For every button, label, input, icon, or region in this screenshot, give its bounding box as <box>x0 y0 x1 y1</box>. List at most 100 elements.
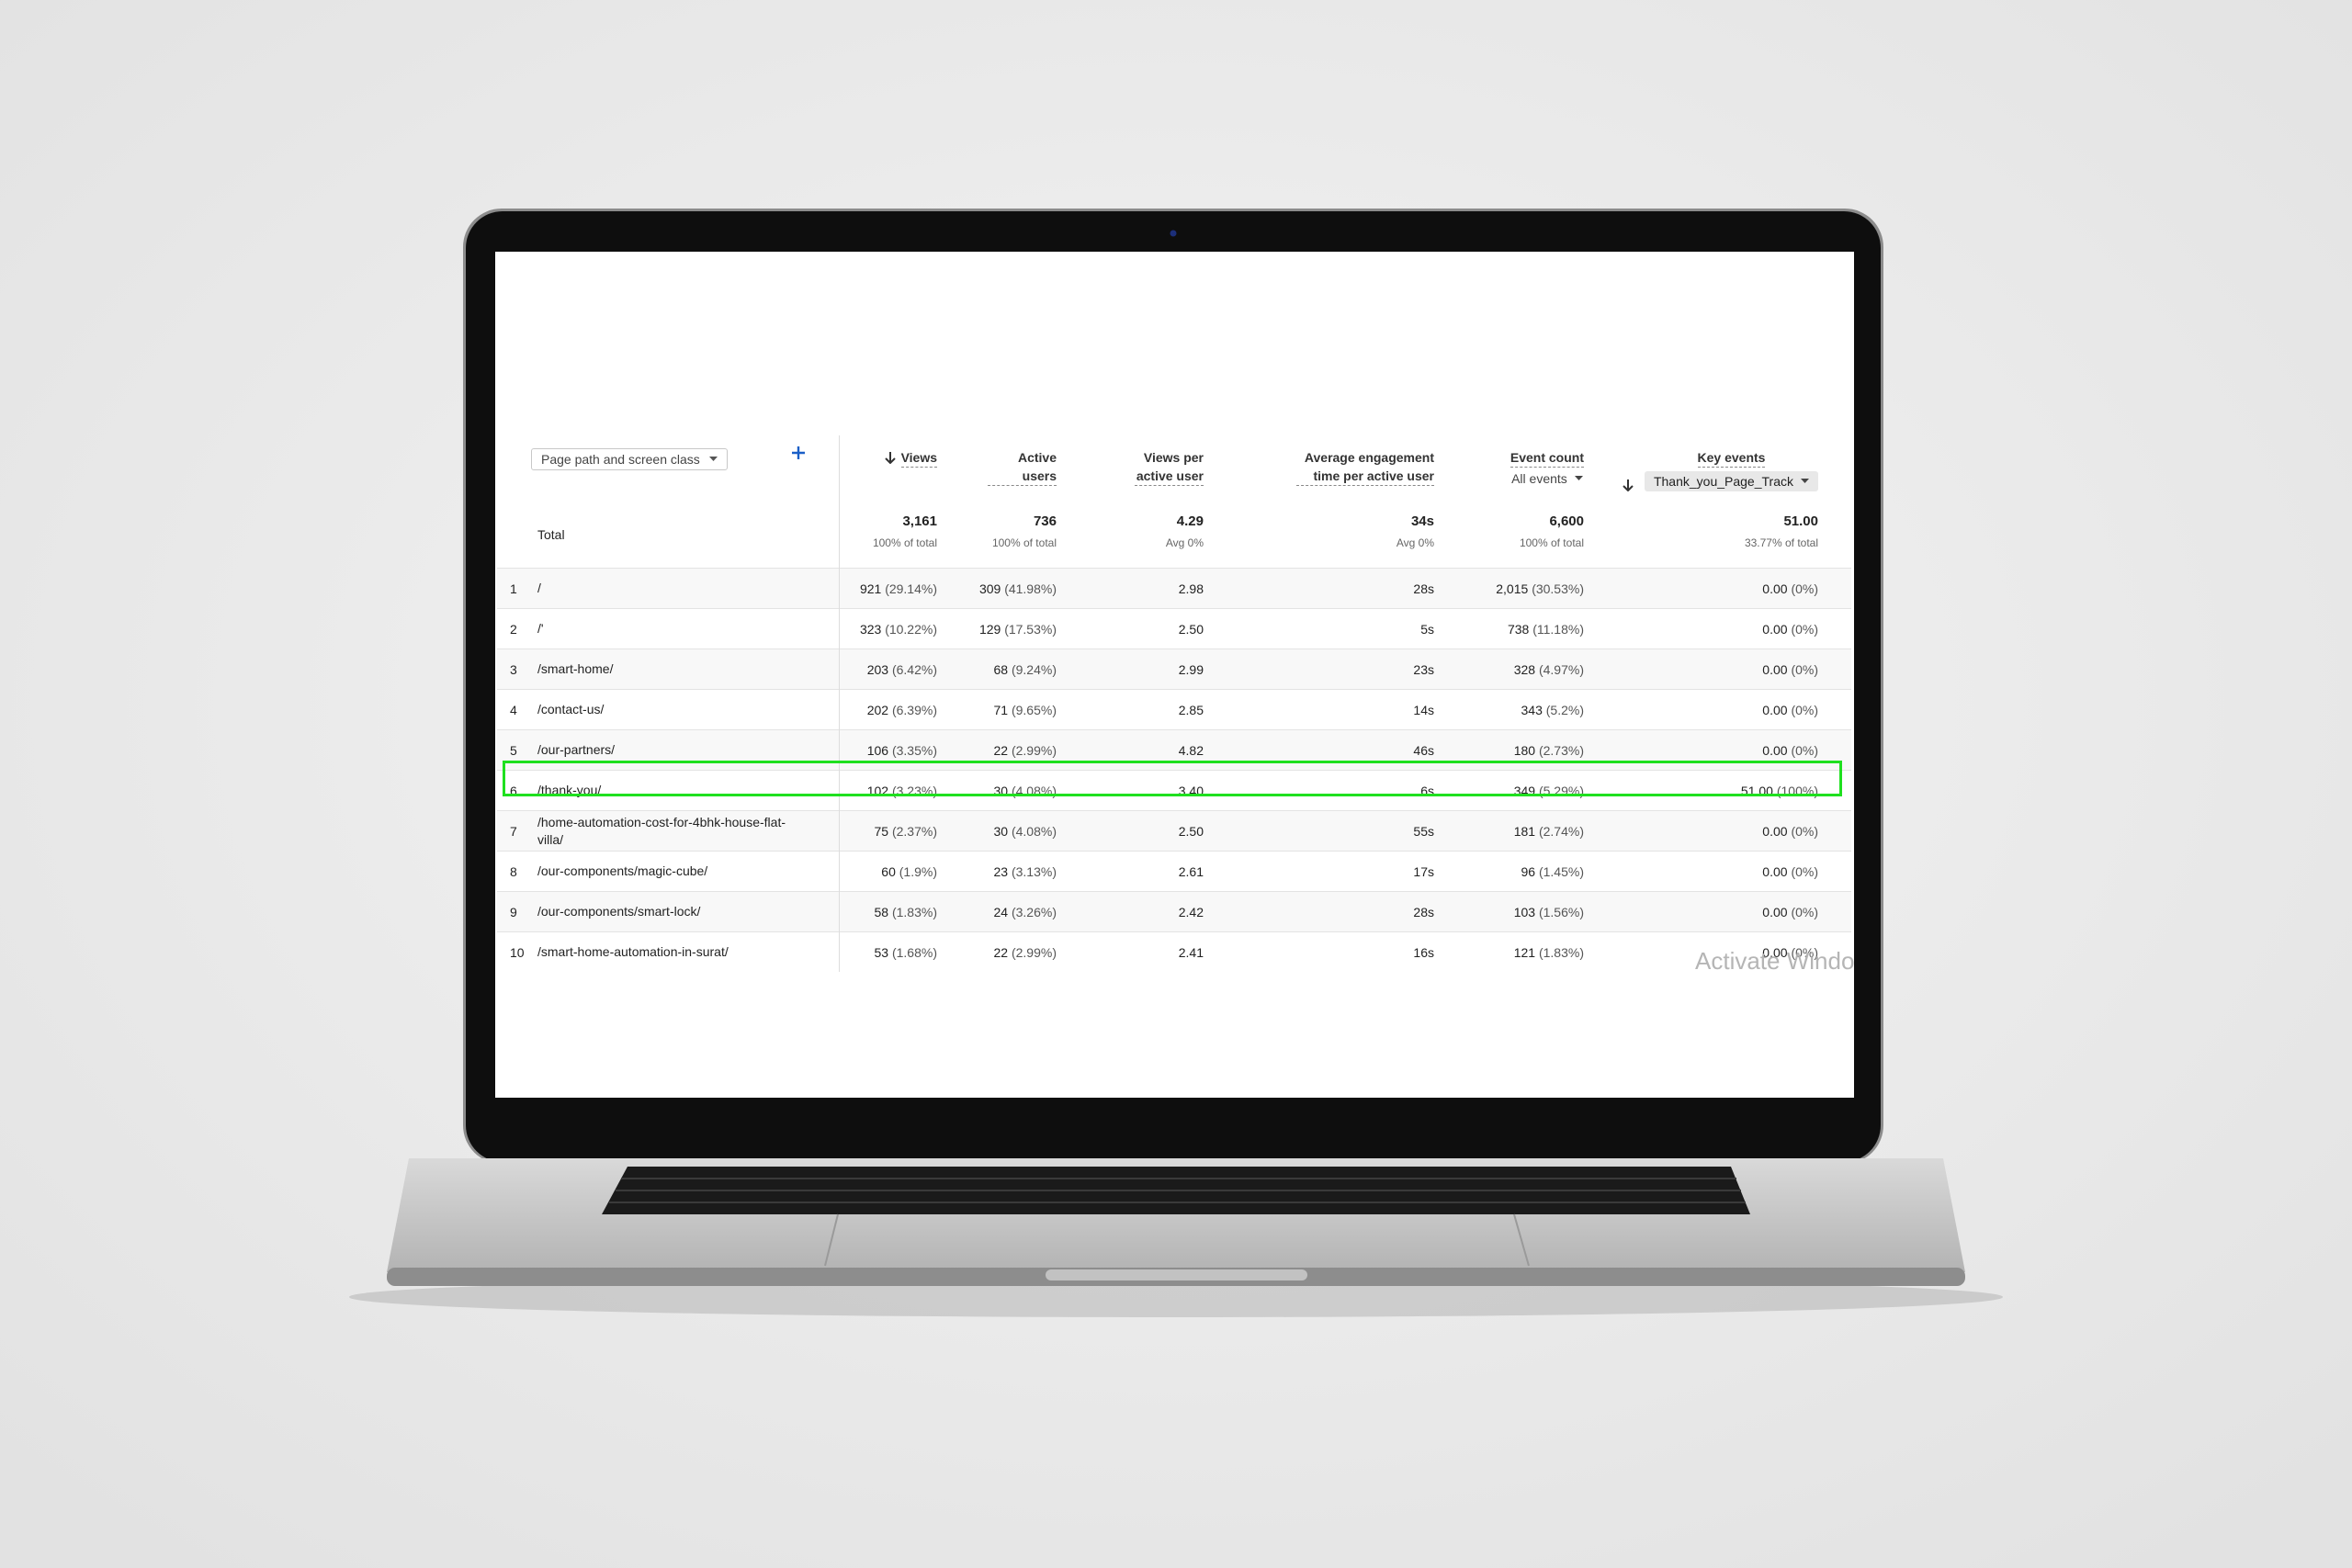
dropdown-icon <box>1574 476 1583 480</box>
data-row[interactable]: 2/' 323 (10.22%) 129 (17.53%) 2.50 5s 738 (11… <box>497 608 1851 649</box>
metric-value: 2.99 <box>1178 661 1204 677</box>
page-path: / <box>537 568 840 609</box>
metric-value: 2.98 <box>1178 581 1204 596</box>
metric-value: 28s <box>1413 904 1434 919</box>
metric-cell: 5s <box>1213 608 1443 649</box>
metric-value: 4.82 <box>1178 742 1204 758</box>
metric-value: 343 <box>1521 702 1543 717</box>
total-row: Total 3,161 100% of total 736 100% of total 4… <box>497 502 1851 569</box>
page-path: /our-components/magic-cube/ <box>537 851 840 892</box>
page-path: /thank-you/ <box>537 770 840 811</box>
total-cell: 736 100% of total <box>946 502 1066 569</box>
data-row[interactable]: 7/home-automation-cost-for-4bhk-house-fl… <box>497 810 1851 852</box>
total-spacer <box>497 502 537 569</box>
report-table: Page path and screen class Views Active u… <box>497 435 1851 972</box>
screen: Page path and screen class Views Active u… <box>495 252 1854 1098</box>
metric-share: (6.39%) <box>891 702 937 717</box>
total-cell: 51.00 33.77% of total <box>1593 502 1851 569</box>
dimension-label: Page path and screen class <box>541 452 700 467</box>
page-path: /our-partners/ <box>537 729 840 771</box>
total-note: Avg 0% <box>1165 536 1204 549</box>
row-index: 7 <box>497 810 537 852</box>
metric-share: (4.08%) <box>1011 823 1057 839</box>
metric-cell: 2,015 (30.53%) <box>1443 568 1593 609</box>
data-row[interactable]: 1/921 (29.14%) 309 (41.98%) 2.98 28s 2,015 (… <box>497 568 1851 609</box>
row-index: 8 <box>497 851 537 892</box>
metric-value: 323 <box>859 621 882 637</box>
metric-value: 738 <box>1507 621 1530 637</box>
metric-cell: 75 (2.37%) <box>839 810 946 852</box>
metric-share: (0%) <box>1791 702 1818 717</box>
metric-value: 23s <box>1413 661 1434 677</box>
total-value: 4.29 <box>1176 513 1204 529</box>
metric-share: (0%) <box>1791 944 1818 960</box>
metric-cell: 23 (3.13%) <box>946 851 1066 892</box>
metric-value: 203 <box>866 661 889 677</box>
metric-share: (0%) <box>1791 621 1818 637</box>
column-header[interactable]: Views per active user <box>1066 435 1213 502</box>
trackpad-edge <box>1513 1213 1530 1267</box>
metric-cell: 46s <box>1213 729 1443 771</box>
filter-label: Thank_you_Page_Track <box>1653 474 1793 489</box>
metric-share: (0%) <box>1791 661 1818 677</box>
metric-share: (11.18%) <box>1532 621 1584 637</box>
data-row[interactable]: 8/our-components/magic-cube/60 (1.9%) 23 … <box>497 851 1851 892</box>
metric-cell: 0.00 (0%) <box>1593 810 1851 852</box>
data-row[interactable]: 4/contact-us/202 (6.39%) 71 (9.65%) 2.85 14… <box>497 689 1851 730</box>
metric-cell: 53 (1.68%) <box>839 931 946 972</box>
metric-share: (0%) <box>1791 823 1818 839</box>
column-header[interactable]: Key events Thank_you_Page_Track <box>1593 435 1851 502</box>
data-row[interactable]: 5/our-partners/106 (3.35%) 22 (2.99%) 4.82… <box>497 729 1851 771</box>
add-dimension[interactable] <box>791 446 806 460</box>
trackpad-edge <box>824 1213 839 1267</box>
data-row[interactable]: 3/smart-home/203 (6.42%) 68 (9.24%) 2.99 23… <box>497 649 1851 690</box>
metric-share: (1.68%) <box>891 944 937 960</box>
metric-cell: 106 (3.35%) <box>839 729 946 771</box>
metric-cell: 323 (10.22%) <box>839 608 946 649</box>
metric-filter[interactable]: All events <box>1511 471 1583 486</box>
metric-cell: 28s <box>1213 568 1443 609</box>
column-header[interactable]: Active users <box>946 435 1066 502</box>
header-label: Event count <box>1510 448 1584 468</box>
column-header[interactable]: Average engagement time per active user <box>1213 435 1443 502</box>
metric-value: 2,015 <box>1496 581 1529 596</box>
keys <box>609 1178 1746 1203</box>
sort-arrow <box>1623 479 1634 491</box>
metric-cell: 16s <box>1213 931 1443 972</box>
header-wrap: Views <box>884 448 937 468</box>
metric-share: (1.83%) <box>891 904 937 919</box>
metric-value: 202 <box>866 702 889 717</box>
metric-value: 0.00 <box>1762 944 1788 960</box>
metric-value: 180 <box>1513 742 1536 758</box>
metric-value: 0.00 <box>1762 863 1788 879</box>
metric-value: 2.50 <box>1178 621 1204 637</box>
metric-value: 28s <box>1413 581 1434 596</box>
header-label: Views <box>900 448 937 468</box>
data-row[interactable]: 10/smart-home-automation-in-surat/53 (1.… <box>497 931 1851 972</box>
metric-share: (0%) <box>1791 863 1818 879</box>
metric-value: 0.00 <box>1762 661 1788 677</box>
dropdown-icon <box>708 457 718 461</box>
metric-cell: 0.00 (0%) <box>1593 649 1851 690</box>
total-cell: 4.29 Avg 0% <box>1066 502 1213 569</box>
metric-cell: 2.50 <box>1066 810 1213 852</box>
metric-value: 129 <box>978 621 1001 637</box>
metric-value: 5s <box>1420 621 1434 637</box>
metric-value: 17s <box>1413 863 1434 879</box>
data-row[interactable]: 9/our-components/smart-lock/58 (1.83%) 24… <box>497 891 1851 932</box>
metric-cell: 23s <box>1213 649 1443 690</box>
dimension-selector[interactable]: Page path and screen class <box>531 448 728 470</box>
total-value: 3,161 <box>902 513 937 529</box>
metric-filter[interactable]: Thank_you_Page_Track <box>1644 471 1818 491</box>
metric-share: (3.35%) <box>891 742 937 758</box>
metric-share: (6.42%) <box>891 661 937 677</box>
column-header[interactable]: Views <box>839 435 946 502</box>
metric-value: 55s <box>1413 823 1434 839</box>
metric-value: 0.00 <box>1762 742 1788 758</box>
row-index: 4 <box>497 689 537 730</box>
metric-share: (41.98%) <box>1004 581 1057 596</box>
camera <box>1170 230 1177 237</box>
column-header[interactable]: Event count All events <box>1443 435 1593 502</box>
metric-cell: 0.00 (0%) <box>1593 608 1851 649</box>
metric-value: 106 <box>866 742 889 758</box>
